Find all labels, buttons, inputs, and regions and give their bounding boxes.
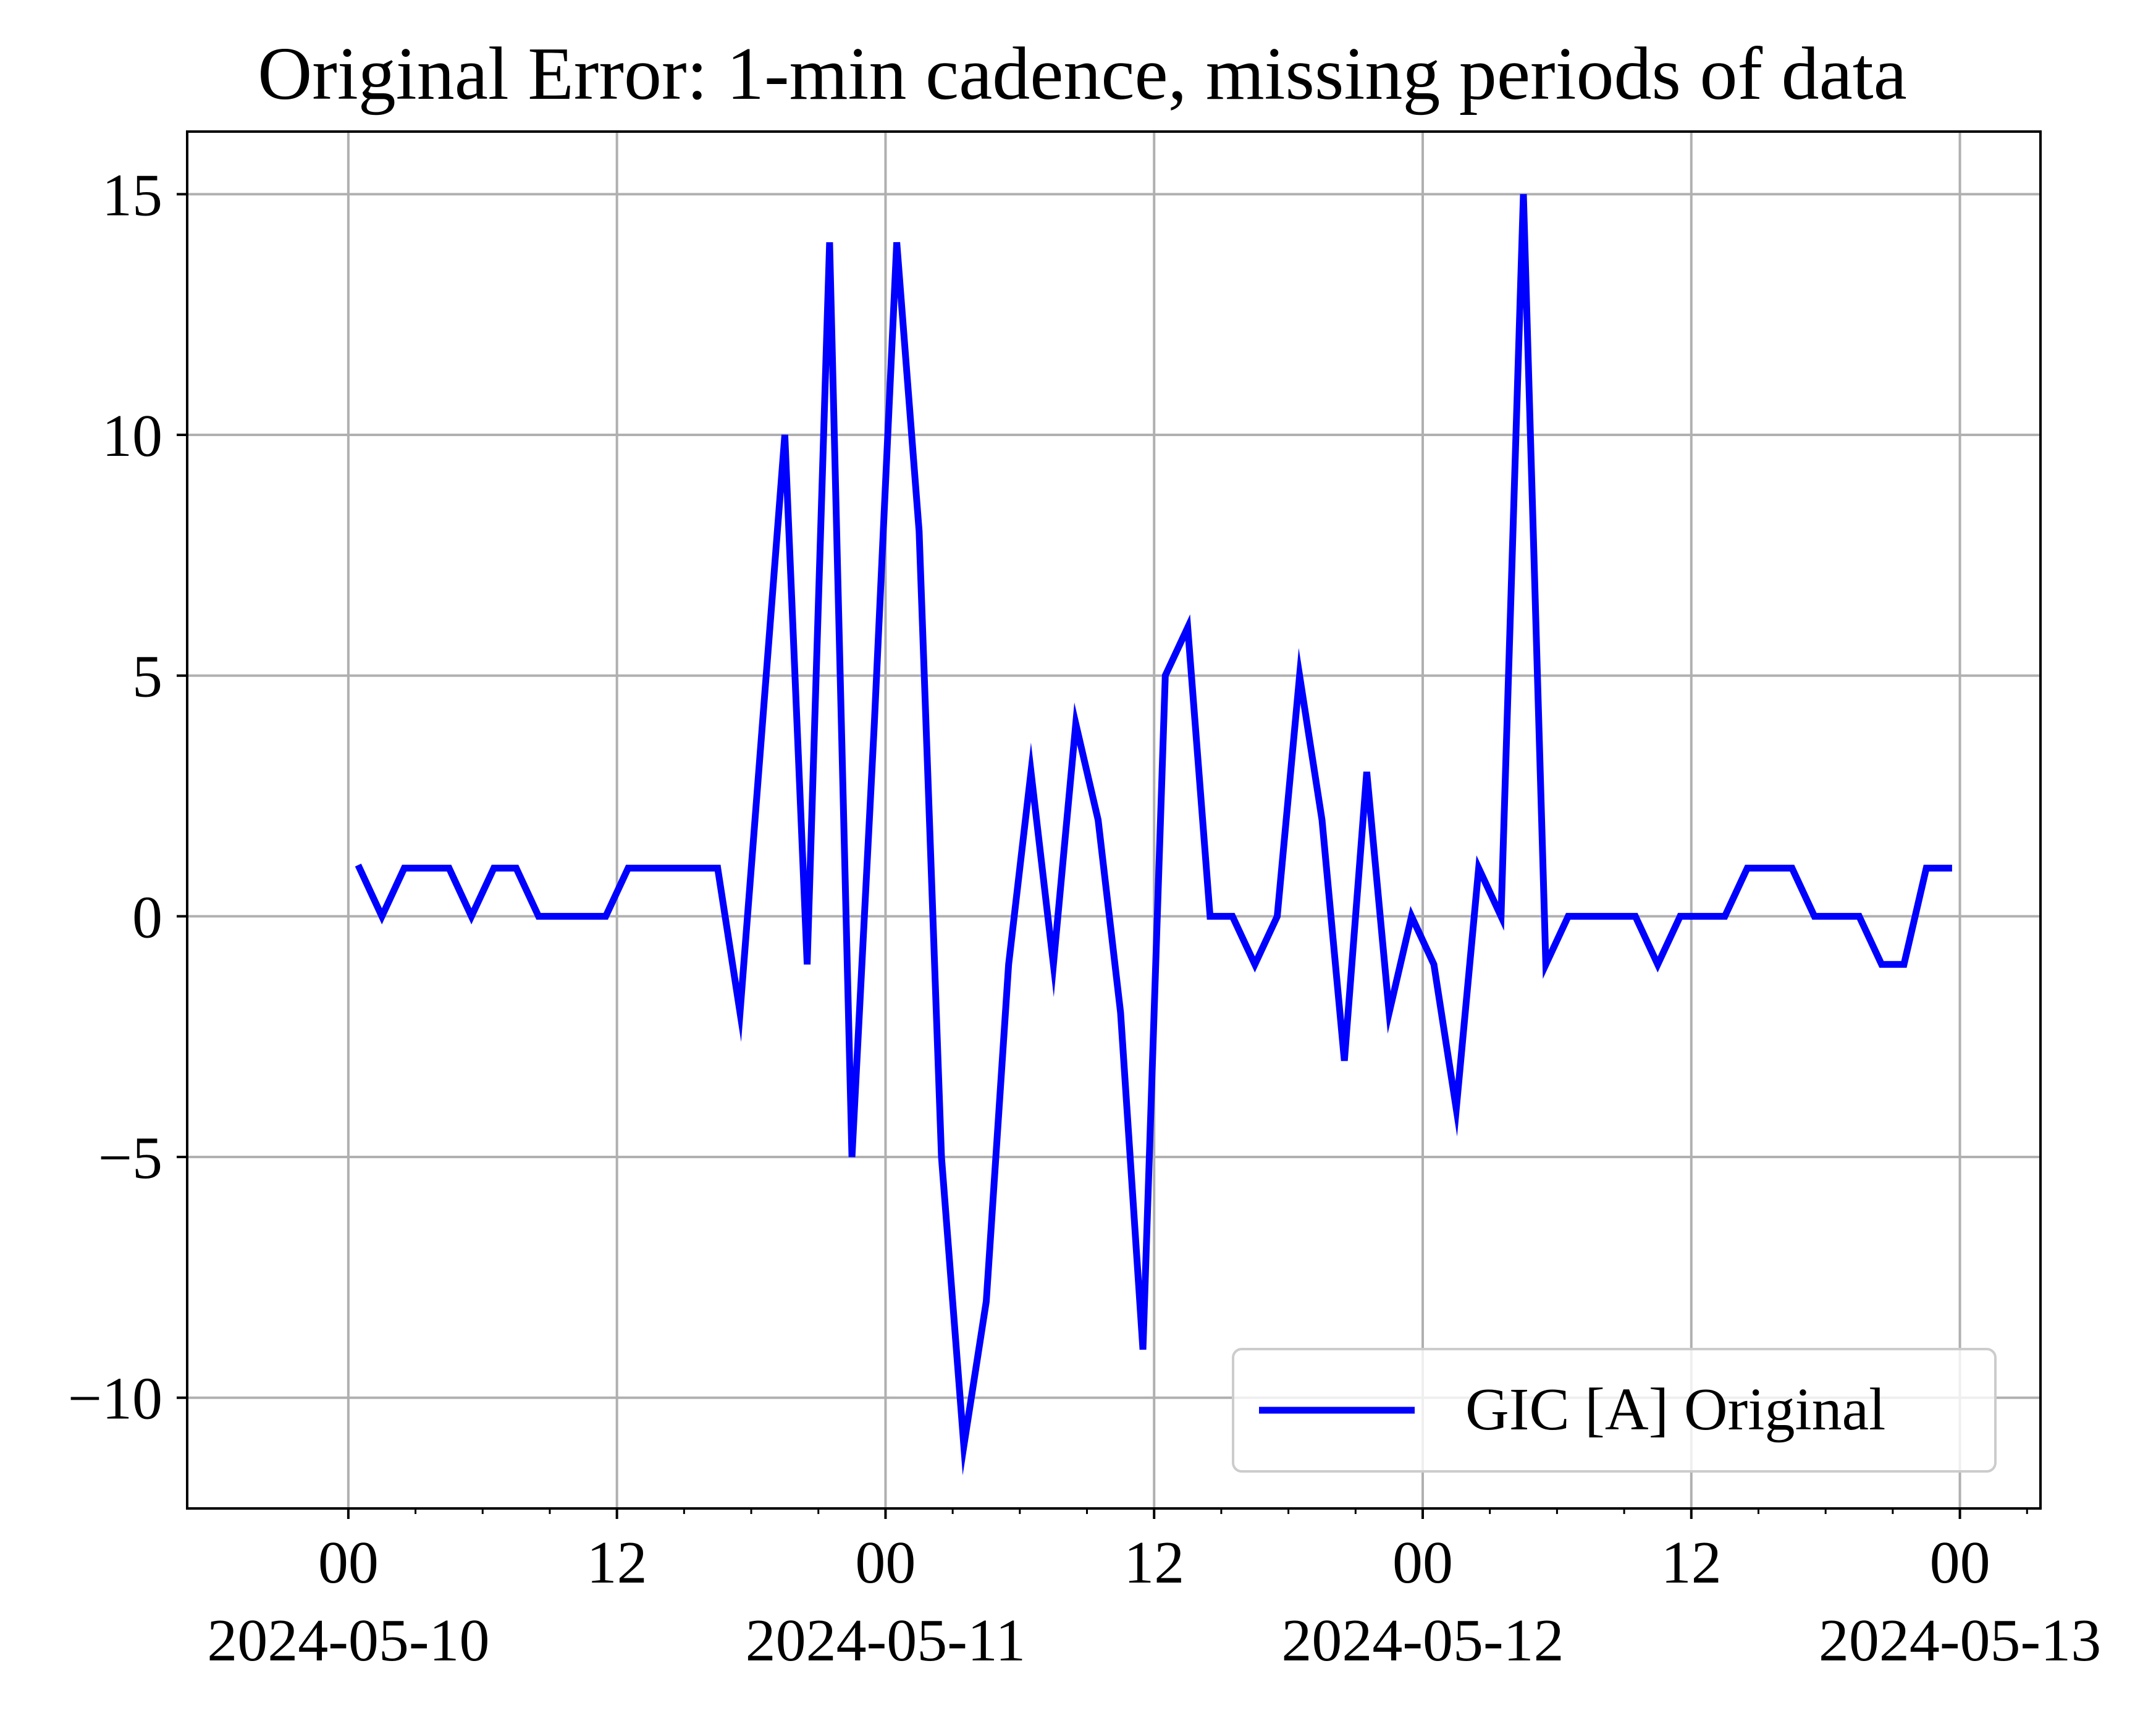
x-tick-label-hour: 00: [318, 1529, 379, 1596]
y-tick-label: 0: [132, 884, 162, 951]
x-tick-label-date: 2024-05-12: [1281, 1607, 1564, 1674]
y-tick-label: −5: [98, 1125, 162, 1192]
x-tick-label-hour: 00: [855, 1529, 916, 1596]
chart-title: Original Error: 1-min cadence, missing p…: [258, 32, 1907, 116]
x-tick-label-hour: 12: [1661, 1529, 1722, 1596]
y-tick-label: −10: [68, 1366, 162, 1432]
y-tick-label: 10: [102, 403, 162, 469]
series-lines: [355, 194, 1952, 1476]
grid-lines: [187, 132, 2040, 1508]
x-tick-label-hour: 12: [1124, 1529, 1184, 1596]
legend-label: GIC [A] Original: [1465, 1376, 1885, 1443]
x-tick-label-hour: 00: [1930, 1529, 1990, 1596]
x-tick-label-hour: 00: [1392, 1529, 1453, 1596]
series-line: [355, 194, 1952, 1476]
legend: GIC [A] Original: [1232, 1348, 1997, 1473]
x-tick-label-date: 2024-05-11: [746, 1607, 1026, 1674]
legend-box: [1232, 1348, 1997, 1473]
axis-ticks: −10 −5 0 5 10 15 00 2024-05-10 12 00 2024-05-11 12 0…: [68, 162, 2101, 1674]
x-tick-label-hour: 12: [587, 1529, 647, 1596]
plot-frame: [186, 130, 2042, 1510]
x-tick-label-date: 2024-05-10: [207, 1607, 489, 1674]
x-tick-label-date: 2024-05-13: [1819, 1607, 2101, 1674]
y-tick-label: 5: [132, 644, 162, 710]
y-tick-label: 15: [102, 162, 162, 229]
